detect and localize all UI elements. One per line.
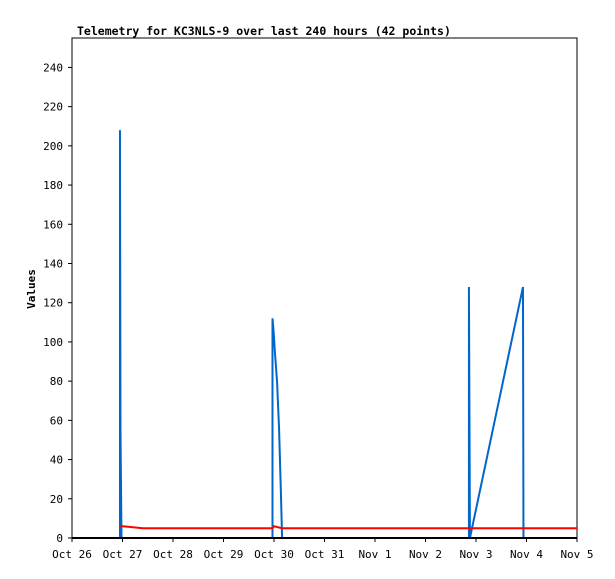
- plot-frame: [71, 37, 578, 539]
- series-line: [118, 130, 525, 539]
- y-tick-label: 60: [50, 414, 63, 427]
- y-tick-label: 20: [50, 493, 63, 506]
- y-tick-label: 220: [43, 101, 63, 114]
- x-tick-label: Nov 3: [459, 548, 492, 561]
- x-tick-label: Nov 4: [510, 548, 543, 561]
- x-tick-label: Oct 30: [254, 548, 294, 561]
- x-tick-label: Nov 5: [560, 548, 593, 561]
- y-tick-label: 140: [43, 257, 63, 270]
- x-tick-label: Oct 31: [305, 548, 345, 561]
- x-tick-label: Oct 28: [153, 548, 193, 561]
- y-tick-label: 100: [43, 336, 63, 349]
- x-tick-label: Oct 26: [52, 548, 92, 561]
- x-tick-label: Nov 1: [358, 548, 391, 561]
- series-line: [119, 525, 577, 530]
- y-axis-label: Values: [25, 269, 38, 309]
- y-tick-label: 80: [50, 375, 63, 388]
- y-tick-label: 160: [43, 218, 63, 231]
- x-tick-label: Oct 27: [103, 548, 143, 561]
- y-tick-label: 200: [43, 140, 63, 153]
- y-tick-label: 120: [43, 297, 63, 310]
- x-tick-label: Oct 29: [204, 548, 244, 561]
- y-tick-label: 240: [43, 61, 63, 74]
- y-tick-label: 40: [50, 454, 63, 467]
- chart-title: Telemetry for KC3NLS-9 over last 240 hou…: [77, 24, 451, 38]
- x-tick-label: Nov 2: [409, 548, 442, 561]
- y-tick-label: 0: [56, 532, 63, 545]
- y-tick-label: 180: [43, 179, 63, 192]
